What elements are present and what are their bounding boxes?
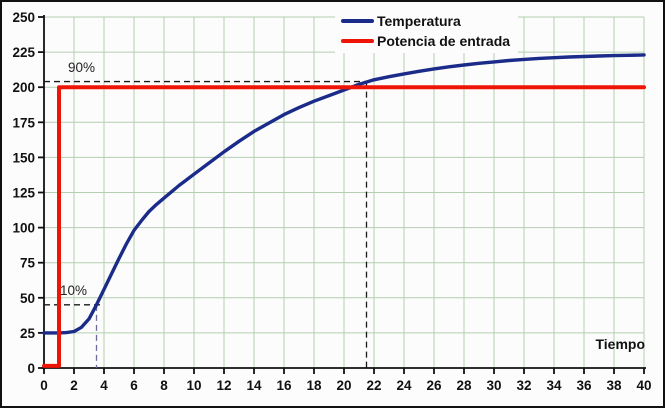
x-tick-label: 10 [186,378,201,393]
x-tick-label: 32 [516,378,531,393]
annotation-10-percent-label: 10% [60,283,88,298]
y-tick-label: 0 [27,361,35,376]
annotation-90% [44,80,371,368]
gridlines [43,16,645,369]
x-tick-label: 36 [576,378,592,393]
x-tick-label: 40 [636,378,651,393]
axes [38,15,646,374]
y-tick-label: 50 [20,291,35,306]
temperatura-line-swatch [341,19,374,23]
legend: Temperatura Potencia de entrada [335,9,519,53]
x-tick-label: 4 [100,378,108,393]
x-tick-label: 16 [276,378,292,393]
y-tick-label: 100 [12,221,35,236]
x-tick-label: 12 [216,378,231,393]
x-tick-label: 34 [546,378,562,393]
x-tick-label: 38 [606,378,622,393]
x-tick-label: 20 [336,378,351,393]
x-tick-label: 8 [160,378,168,393]
y-tick-label: 25 [20,326,36,341]
y-tick-label: 125 [12,186,35,201]
x-tick-label: 26 [426,378,442,393]
potencia-line-swatch [341,39,374,43]
legend-item-potencia: Potencia de entrada [341,31,510,51]
legend-item-temperatura: Temperatura [341,11,510,31]
y-tick-label: 75 [20,256,36,271]
y-tick-label: 175 [12,115,35,130]
legend-label-potencia: Potencia de entrada [377,33,511,49]
x-tick-label: 0 [40,378,48,393]
x-tick-label: 2 [70,378,78,393]
annotation-90-percent-label: 90% [68,60,96,75]
x-tick-label: 30 [486,378,501,393]
annotation-10% [44,304,101,368]
x-tick-label: 28 [456,378,472,393]
x-axis-title: Tiempo [595,336,645,352]
y-tick-label: 250 [12,10,35,25]
x-tick-label: 24 [396,378,412,393]
y-tick-label: 150 [12,150,35,165]
y-tick-label: 225 [12,45,35,60]
x-tick-label: 14 [246,378,262,393]
x-tick-label: 18 [306,378,322,393]
y-tick-label: 200 [12,80,35,95]
x-tick-label: 6 [130,378,138,393]
potencia-line [42,85,646,368]
temperatura-line [42,53,646,335]
x-tick-label: 22 [366,378,381,393]
legend-label-temperatura: Temperatura [377,13,461,29]
tick-labels: 0 2 4 6 8 10 12 14 16 18 20 22 24 26 28 30 32 34 36 38 40025… [12,10,651,393]
